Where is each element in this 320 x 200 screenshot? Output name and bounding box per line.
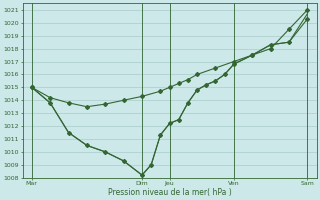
X-axis label: Pression niveau de la mer( hPa ): Pression niveau de la mer( hPa ) xyxy=(108,188,231,197)
